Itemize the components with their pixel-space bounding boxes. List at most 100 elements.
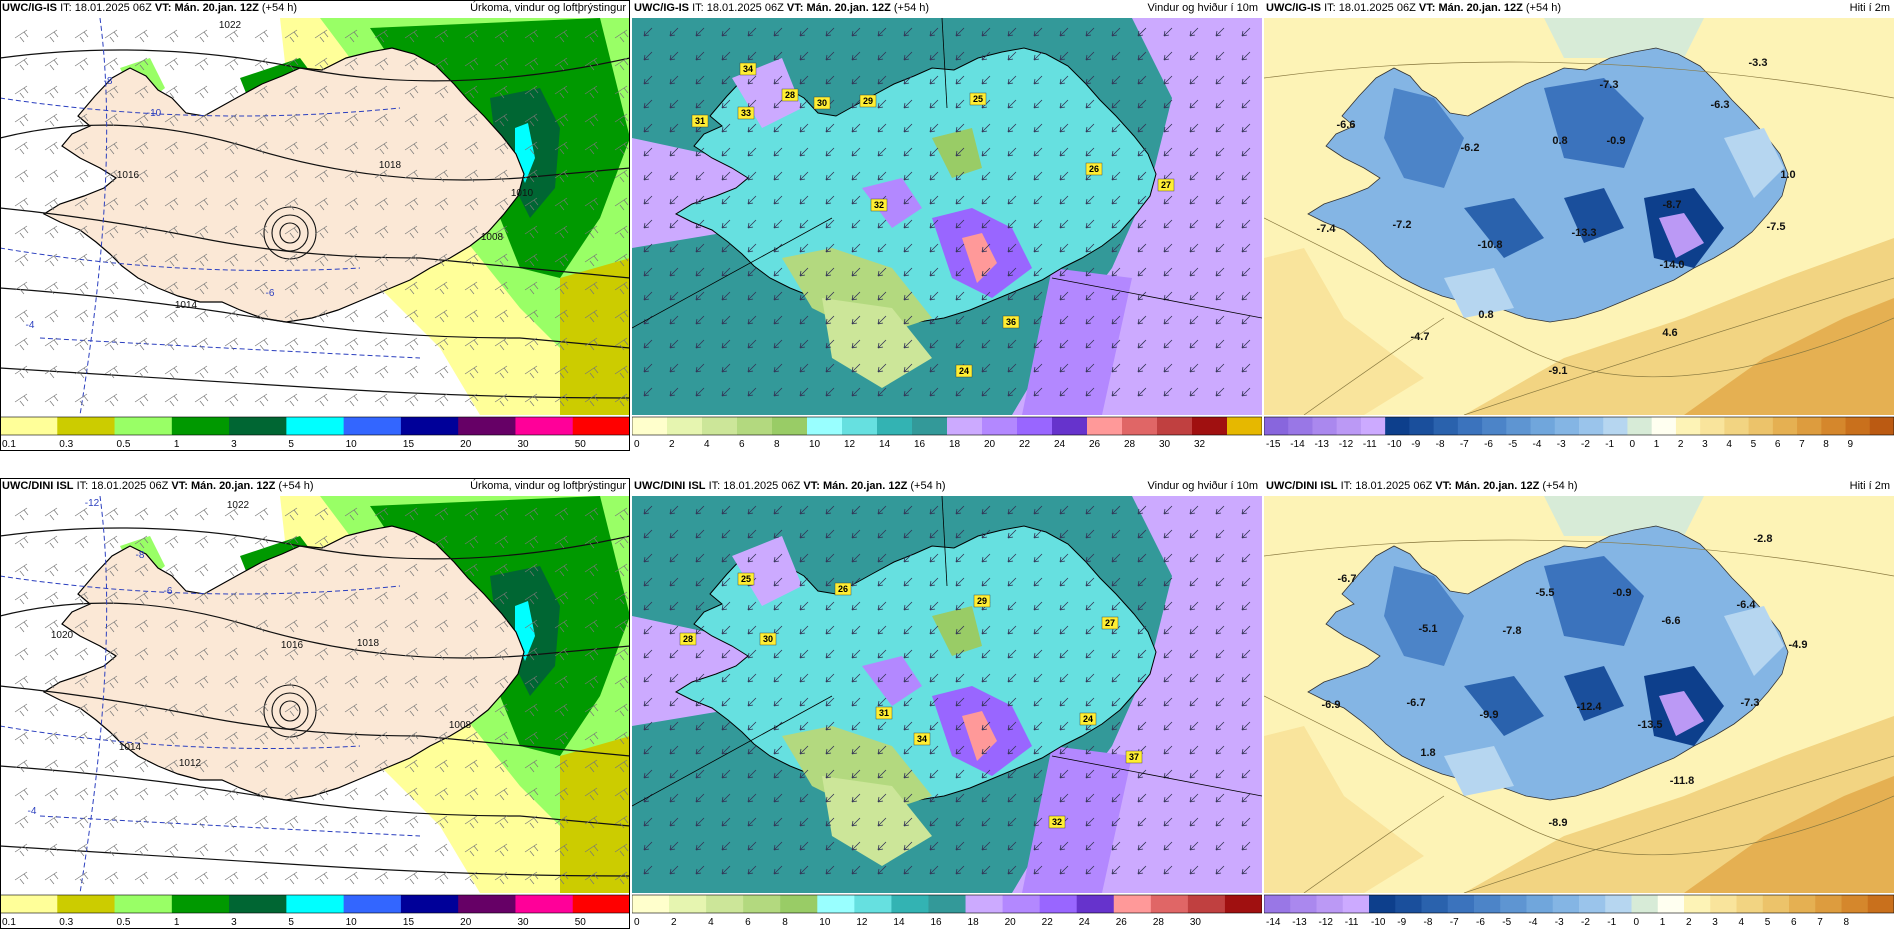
legend-tick-label: 14 <box>879 439 891 450</box>
legend-tick-label: 24 <box>1054 439 1066 450</box>
it-label: IT: <box>692 2 704 14</box>
svg-text:34: 34 <box>743 64 753 74</box>
svg-text:24: 24 <box>1083 714 1093 724</box>
legend-tick-label: -5 <box>1502 917 1511 928</box>
legend-swatch <box>1841 895 1869 913</box>
map-area[interactable]: -3.3 -6.6 -7.3 -6.3 -6.2 0.8 -0.9 1.0 -8.7 -7.4 -7… <box>1264 18 1894 415</box>
map-canvas[interactable]: 1022 1020 1018 1016 1012 1008 1014 -12 -8 -6 -4 <box>0 496 630 893</box>
it-label: IT: <box>60 2 72 14</box>
legend-swatch <box>817 895 855 913</box>
svg-text:1008: 1008 <box>481 232 504 243</box>
map-value-label: -14.0 <box>1659 259 1684 271</box>
map-value-label: -4.9 <box>1789 639 1808 651</box>
svg-text:1020: 1020 <box>51 630 74 641</box>
vt-value: Mán. 20.jan. 12Z <box>190 480 276 492</box>
panel-run-info: UWC/DINI ISL IT: 18.01.2025 06Z VT: Mán.… <box>634 478 946 494</box>
map-canvas[interactable]: 1022 1018 1016 1010 1008 1014 -10 -8 -6 -4 <box>0 18 630 415</box>
map-value-label: 1010 <box>511 188 534 199</box>
panel-header: UWC/IG-IS IT: 18.01.2025 06Z VT: Mán. 20… <box>1264 0 1894 16</box>
map-value-label: 1008 <box>481 232 504 243</box>
map-value-label: -0.9 <box>1607 135 1626 147</box>
model-name: UWC/DINI ISL <box>634 480 706 492</box>
legend-tick-label: -15 <box>1266 439 1281 450</box>
svg-text:29: 29 <box>863 96 873 106</box>
legend-tick-label: -13 <box>1314 439 1329 450</box>
map-value-label: -5.1 <box>1419 623 1438 635</box>
legend-swatch <box>0 417 58 435</box>
legend-tick-label: -2 <box>1581 439 1590 450</box>
map-value-label: -3.3 <box>1749 57 1768 69</box>
legend-tick-label: 18 <box>949 439 961 450</box>
legend-tick-label: 12 <box>844 439 856 450</box>
legend-colorbar: 0 2 4 6 8 10 12 14 16 18 20 22 24 26 28 30 32 <box>632 416 1262 450</box>
legend-tick-label: 3 <box>1702 439 1708 450</box>
panel-header: UWC/IG-IS IT: 18.01.2025 06Z VT: Mán. 20… <box>632 0 1262 16</box>
it-label: IT: <box>1324 2 1336 14</box>
svg-text:-6.2: -6.2 <box>1461 142 1480 154</box>
svg-text:-12: -12 <box>85 498 100 509</box>
map-value-label: -4 <box>28 806 37 817</box>
svg-text:-5.5: -5.5 <box>1536 587 1555 599</box>
legend-swatch <box>737 417 773 435</box>
svg-text:-8.9: -8.9 <box>1549 817 1568 829</box>
svg-text:-7.2: -7.2 <box>1393 219 1412 231</box>
svg-text:-3.3: -3.3 <box>1749 57 1768 69</box>
map-area[interactable]: -2.8 -6.7 -5.5 -0.9 -6.4 -5.1 -7.8 -6.6 -4.9 -6.9… <box>1264 496 1894 893</box>
map-value-label: -6.4 <box>1737 599 1757 611</box>
map-value-label: 1022 <box>219 20 242 31</box>
legend-tick-label: 2 <box>1678 439 1684 450</box>
svg-text:1.8: 1.8 <box>1420 747 1435 759</box>
lead-time: (+54 h) <box>1525 2 1562 14</box>
map-canvas[interactable]: -2.8 -6.7 -5.5 -0.9 -6.4 -5.1 -7.8 -6.6 -4.9 -6.9… <box>1264 496 1894 893</box>
map-value-label: -7.4 <box>1317 223 1337 235</box>
legend-swatch <box>1736 895 1764 913</box>
map-area[interactable]: 1022 1018 1016 1010 1008 1014 -10 -8 -6 -4 <box>0 18 630 415</box>
it-label: IT: <box>76 480 89 492</box>
vt-value: Mán. 20.jan. 12Z <box>1454 480 1540 492</box>
svg-text:-4: -4 <box>26 320 35 331</box>
legend-tick-label: 0.1 <box>2 439 16 450</box>
svg-text:34: 34 <box>917 734 927 744</box>
legend-swatch <box>114 895 173 913</box>
legend-swatch <box>632 417 668 435</box>
legend-swatch <box>171 417 230 435</box>
legend-tick-label: 1 <box>174 917 180 928</box>
legend-swatch <box>947 417 983 435</box>
model-name: UWC/DINI ISL <box>1266 480 1338 492</box>
legend-swatch <box>57 417 116 435</box>
legend-tick-label: 30 <box>1159 439 1171 450</box>
map-canvas[interactable]: 34 31 33 28 30 29 25 26 27 32 36 24 <box>632 18 1262 415</box>
legend-swatch <box>171 895 230 913</box>
legend-swatch <box>807 417 843 435</box>
legend-tick-label: -12 <box>1339 439 1354 450</box>
legend-tick-label: 20 <box>460 439 472 450</box>
map-canvas[interactable]: 25 28 30 26 27 24 29 31 34 37 32 <box>632 496 1262 893</box>
map-value-label: 26 <box>1085 162 1103 176</box>
map-value-label: -6.9 <box>1322 699 1341 711</box>
map-value-label: -12.4 <box>1576 701 1602 713</box>
legend-colorbar: -15 -14 -13 -12 -11 -10 -9 -8 -7 -6 -5 -4 -3 -2 -1 0 1 2 3… <box>1264 416 1894 450</box>
legend-swatch <box>702 417 738 435</box>
legend-swatch <box>1482 417 1507 435</box>
map-value-label: 1016 <box>117 170 140 181</box>
legend-swatch <box>1316 895 1344 913</box>
panel-header: UWC/DINI ISL IT: 18.01.2025 06Z VT: Mán.… <box>1264 478 1894 494</box>
map-canvas[interactable]: -3.3 -6.6 -7.3 -6.3 -6.2 0.8 -0.9 1.0 -8.7 -7.4 -7… <box>1264 18 1894 415</box>
map-value-label: -6.7 <box>1338 573 1357 585</box>
map-area[interactable]: 34 31 33 28 30 29 25 26 27 32 36 24 <box>632 18 1262 415</box>
legend-swatch <box>1087 417 1123 435</box>
map-value-label: 30 <box>759 632 777 646</box>
legend-tick-label: 30 <box>517 439 529 450</box>
legend-swatch <box>1845 417 1871 435</box>
vt-value: Mán. 20.jan. 12Z <box>806 2 891 14</box>
map-area[interactable]: 1022 1020 1018 1016 1012 1008 1014 -12 -8 -6 -4 <box>0 496 630 893</box>
svg-text:-13.5: -13.5 <box>1637 719 1662 731</box>
legend-tick-label: 12 <box>856 917 868 928</box>
panel-run-info: UWC/IG-IS IT: 18.01.2025 06Z VT: Mán. 20… <box>634 0 929 16</box>
legend-tick-label: 22 <box>1019 439 1031 450</box>
legend-swatch <box>1052 417 1088 435</box>
svg-text:1012: 1012 <box>179 758 202 769</box>
legend-swatch <box>114 417 173 435</box>
map-area[interactable]: 25 28 30 26 27 24 29 31 34 37 32 <box>632 496 1262 893</box>
legend-swatch <box>1815 895 1842 913</box>
